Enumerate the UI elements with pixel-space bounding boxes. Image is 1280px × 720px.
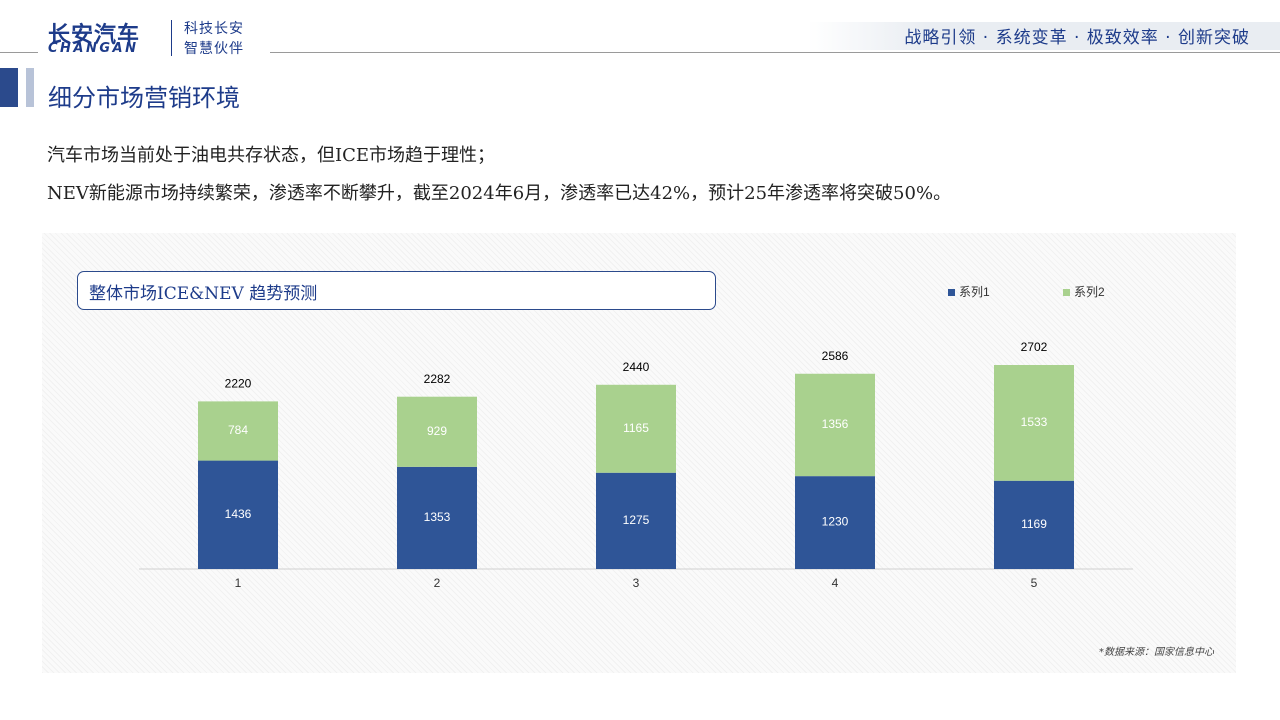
legend-swatch-series2 [1063, 289, 1070, 296]
slogan-background [808, 22, 1280, 50]
total-label-4: 2586 [822, 349, 849, 363]
title-accent-bar [0, 68, 18, 107]
data-label-series1-4: 1230 [822, 515, 849, 529]
total-label-2: 2282 [424, 372, 451, 386]
description-line-2: NEV新能源市场持续繁荣，渗透率不断攀升，截至2024年6月，渗透率已达42%，… [47, 183, 952, 204]
brand-logo-chinese: 长安汽车 [48, 23, 141, 48]
total-label-1: 2220 [225, 377, 252, 391]
data-label-series1-1: 1436 [225, 507, 252, 521]
bar-series1-2 [397, 466, 477, 569]
bar-series2-3 [596, 384, 676, 473]
bar-series1-1 [198, 460, 278, 569]
source-note: *数据来源：国家信息中心 [1099, 647, 1214, 658]
data-label-series2-1: 784 [228, 423, 248, 437]
bar-series2-2 [397, 396, 477, 467]
data-label-series1-5: 1169 [1021, 517, 1047, 531]
bar-series2-1 [198, 401, 278, 461]
data-label-series1-2: 1353 [424, 510, 451, 524]
total-label-5: 2702 [1021, 340, 1048, 354]
data-label-series1-3: 1275 [623, 513, 650, 527]
data-label-series2-2: 929 [427, 424, 447, 438]
x-tick-label-4: 4 [832, 576, 839, 590]
brand-logo-english: CHANGAN [48, 41, 139, 56]
brand-tagline-2: 智慧伙伴 [184, 41, 244, 57]
legend-swatch-series1 [948, 289, 955, 296]
bar-series1-5 [994, 480, 1074, 569]
data-label-series2-4: 1356 [822, 417, 849, 431]
page-title: 细分市场营销环境 [48, 84, 240, 112]
header-rule [270, 52, 1280, 53]
description-line-1: 汽车市场当前处于油电共存状态，但ICE市场趋于理性； [47, 145, 496, 166]
data-label-series2-3: 1165 [623, 421, 649, 435]
total-label-3: 2440 [623, 360, 650, 374]
title-accent-bar-light [26, 68, 34, 107]
logo-divider [171, 20, 172, 56]
brand-tagline-1: 科技长安 [184, 21, 244, 37]
legend-label-series1: 系列1 [959, 285, 990, 299]
header-rule-left [0, 52, 38, 53]
bar-series1-4 [795, 476, 875, 569]
x-tick-label-2: 2 [434, 576, 441, 590]
bar-series1-3 [596, 472, 676, 569]
data-label-series2-5: 1533 [1021, 415, 1048, 429]
legend-label-series2: 系列2 [1074, 285, 1105, 299]
x-tick-label-3: 3 [633, 576, 640, 590]
bar-series2-4 [795, 373, 875, 477]
bar-series2-5 [994, 365, 1074, 481]
slogan: 战略引领 · 系统变革 · 极致效率 · 创新突破 [904, 28, 1250, 48]
x-tick-label-5: 5 [1031, 576, 1038, 590]
chart-title: 整体市场ICE&NEV 趋势预测 [89, 284, 318, 304]
chart-title-box [77, 271, 716, 310]
x-tick-label-1: 1 [235, 576, 242, 590]
